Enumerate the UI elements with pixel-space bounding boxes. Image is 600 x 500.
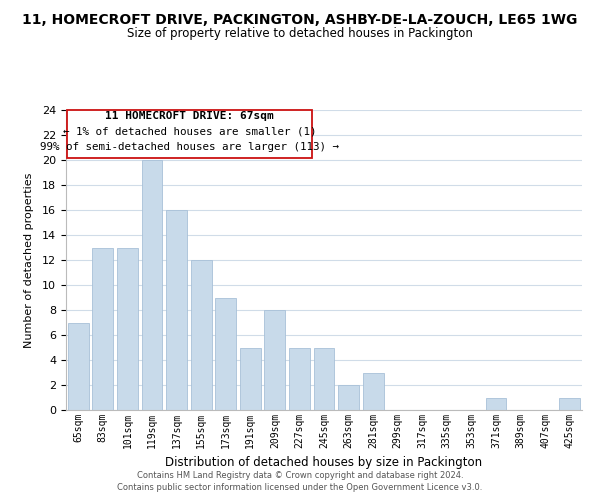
Bar bbox=[215, 298, 236, 410]
Text: 99% of semi-detached houses are larger (113) →: 99% of semi-detached houses are larger (… bbox=[40, 142, 339, 152]
Bar bbox=[240, 348, 261, 410]
Y-axis label: Number of detached properties: Number of detached properties bbox=[23, 172, 34, 348]
Bar bbox=[92, 248, 113, 410]
Bar bbox=[191, 260, 212, 410]
Bar bbox=[362, 372, 383, 410]
Text: 11, HOMECROFT DRIVE, PACKINGTON, ASHBY-DE-LA-ZOUCH, LE65 1WG: 11, HOMECROFT DRIVE, PACKINGTON, ASHBY-D… bbox=[22, 12, 578, 26]
Bar bbox=[265, 310, 286, 410]
Text: ← 1% of detached houses are smaller (1): ← 1% of detached houses are smaller (1) bbox=[63, 126, 316, 136]
Text: Contains HM Land Registry data © Crown copyright and database right 2024.: Contains HM Land Registry data © Crown c… bbox=[137, 471, 463, 480]
FancyBboxPatch shape bbox=[67, 110, 312, 158]
Bar bbox=[68, 322, 89, 410]
Text: 11 HOMECROFT DRIVE: 67sqm: 11 HOMECROFT DRIVE: 67sqm bbox=[105, 112, 274, 121]
Bar bbox=[314, 348, 334, 410]
Text: Size of property relative to detached houses in Packington: Size of property relative to detached ho… bbox=[127, 28, 473, 40]
Bar bbox=[338, 385, 359, 410]
Bar bbox=[289, 348, 310, 410]
X-axis label: Distribution of detached houses by size in Packington: Distribution of detached houses by size … bbox=[166, 456, 482, 469]
Bar bbox=[559, 398, 580, 410]
Bar bbox=[142, 160, 163, 410]
Text: Contains public sector information licensed under the Open Government Licence v3: Contains public sector information licen… bbox=[118, 484, 482, 492]
Bar bbox=[117, 248, 138, 410]
Bar bbox=[166, 210, 187, 410]
Bar bbox=[485, 398, 506, 410]
